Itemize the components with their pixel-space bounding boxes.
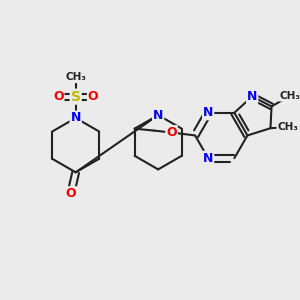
- Text: O: O: [88, 90, 98, 103]
- Text: CH₃: CH₃: [65, 72, 86, 82]
- Text: O: O: [53, 90, 64, 103]
- Text: CH₃: CH₃: [277, 122, 298, 132]
- Text: N: N: [247, 90, 257, 103]
- Text: S: S: [71, 90, 81, 104]
- Text: O: O: [166, 126, 177, 139]
- Text: N: N: [153, 109, 164, 122]
- Text: N: N: [70, 112, 81, 124]
- Text: CH₃: CH₃: [280, 91, 300, 101]
- Text: O: O: [65, 187, 76, 200]
- Text: N: N: [203, 152, 213, 165]
- Text: N: N: [203, 106, 213, 119]
